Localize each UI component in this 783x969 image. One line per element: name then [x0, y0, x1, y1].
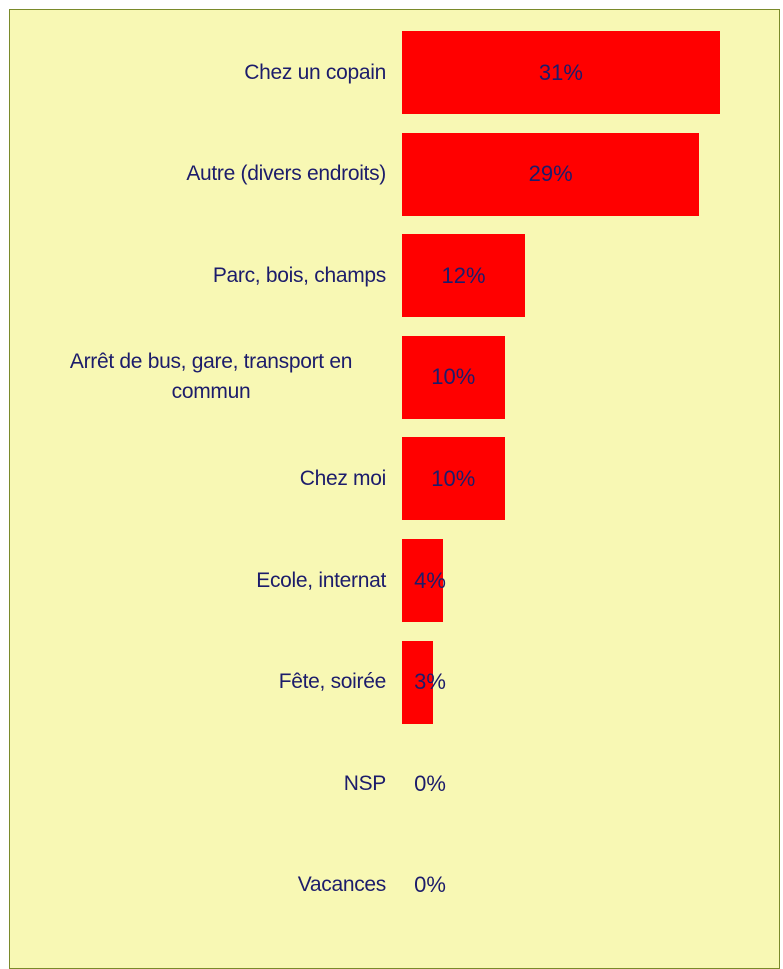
category-label: Chez un copain: [244, 60, 386, 84]
value-label: 31%: [538, 59, 583, 85]
category-label: Autre (divers endroits): [186, 162, 386, 186]
category-label: Chez moi: [299, 466, 387, 490]
category-label: Arrêt de bus, gare, transport en commun: [69, 350, 353, 404]
value-label: 3%: [414, 669, 446, 695]
category-label: NSP: [343, 771, 387, 795]
category-label: Vacances: [297, 873, 387, 897]
category-label: Ecole, internat: [256, 568, 386, 592]
value-label: 10%: [431, 364, 476, 390]
value-label: 12%: [441, 262, 486, 288]
category-label-box: Chez un copain: [30, 31, 386, 114]
bar: [402, 31, 720, 114]
bar: [402, 234, 525, 318]
bar: [402, 437, 505, 521]
category-label: Fête, soirée: [278, 670, 387, 694]
value-label: 0%: [414, 872, 446, 898]
bar: [402, 640, 433, 724]
category-label-box: Fête, soirée: [30, 641, 387, 724]
value-label: 29%: [528, 161, 573, 187]
value-label: 0%: [414, 770, 446, 796]
value-label: 10%: [431, 465, 476, 491]
category-label: Parc, bois, champs: [212, 263, 386, 287]
category-label-box: Chez moi: [30, 437, 387, 520]
category-label-box: Arrêt de bus, gare, transport en commun: [30, 336, 386, 419]
category-label-box: Autre (divers endroits): [30, 133, 386, 216]
category-label-box: NSP: [30, 742, 387, 825]
bar: [402, 132, 700, 216]
value-label: 4%: [414, 567, 446, 593]
category-label-box: Ecole, internat: [30, 539, 386, 622]
bar: [402, 539, 443, 622]
bar: [402, 335, 505, 419]
category-label-box: Parc, bois, champs: [30, 234, 386, 317]
category-label-box: Vacances: [30, 844, 387, 927]
